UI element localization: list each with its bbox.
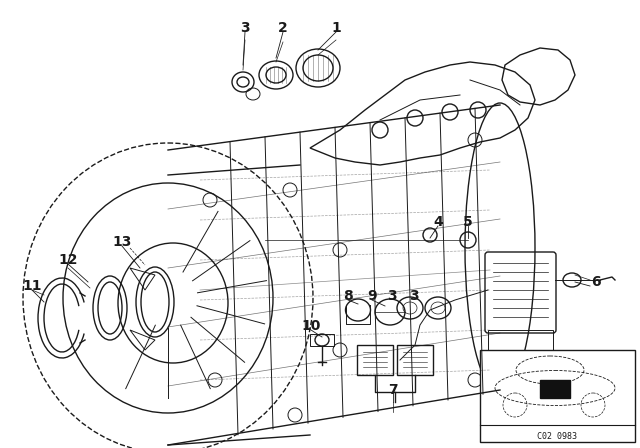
Text: 4: 4: [433, 215, 443, 229]
Bar: [397, 345, 433, 375]
Bar: [540, 380, 570, 398]
Text: 3: 3: [387, 289, 397, 303]
Bar: [310, 334, 334, 346]
Text: 9: 9: [367, 289, 377, 303]
Text: 8: 8: [343, 289, 353, 303]
Text: 3: 3: [409, 289, 419, 303]
Text: 2: 2: [278, 21, 288, 35]
Text: C02 0983: C02 0983: [537, 432, 577, 441]
Bar: [480, 350, 635, 442]
Text: 7: 7: [388, 383, 398, 397]
Text: 13: 13: [112, 235, 132, 249]
Text: 3: 3: [240, 21, 250, 35]
Bar: [357, 345, 393, 375]
Text: 12: 12: [58, 253, 77, 267]
Text: 6: 6: [591, 275, 601, 289]
Text: 10: 10: [301, 319, 321, 333]
Text: 11: 11: [22, 279, 42, 293]
Text: 5: 5: [463, 215, 473, 229]
Text: 1: 1: [331, 21, 341, 35]
